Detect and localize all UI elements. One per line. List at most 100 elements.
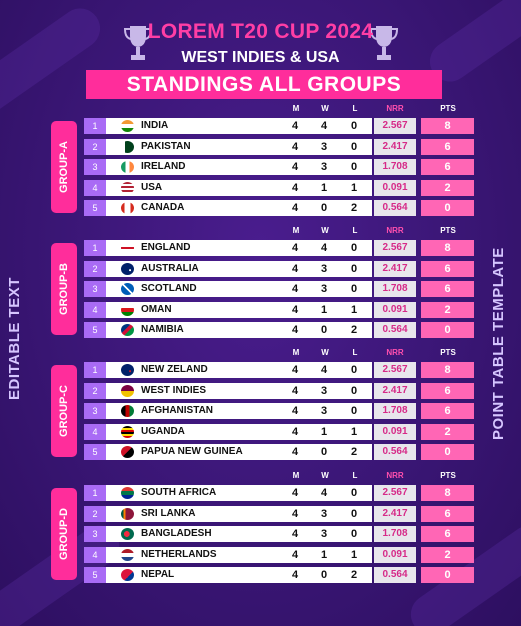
table-row: 5 NAMIBIA 4 0 2 0.564 0 bbox=[0, 322, 521, 339]
w-cell: 4 bbox=[320, 364, 328, 376]
team-cell: OMAN 4 1 1 bbox=[106, 301, 372, 318]
group-tab: GROUP-B bbox=[51, 243, 77, 335]
team-cell: BANGLADESH 4 3 0 bbox=[106, 526, 372, 543]
m-cell: 4 bbox=[291, 405, 299, 418]
nrr-cell: 0.564 bbox=[374, 200, 416, 217]
team-name: UGANDA bbox=[141, 425, 185, 437]
w-cell: 4 bbox=[320, 120, 328, 132]
rank-cell: 5 bbox=[84, 444, 106, 461]
column-header-nrr: NRR bbox=[386, 471, 404, 480]
team-cell: PAPUA NEW GUINEA 4 0 2 bbox=[106, 444, 372, 461]
team-name: OMAN bbox=[141, 303, 172, 315]
w-cell: 0 bbox=[320, 569, 328, 582]
nepal-flag-icon bbox=[121, 569, 134, 582]
pts-cell: 6 bbox=[421, 159, 474, 176]
rank-cell: 4 bbox=[84, 546, 106, 563]
nrr-cell: 0.091 bbox=[374, 301, 416, 318]
team-name: NAMIBIA bbox=[141, 324, 184, 336]
w-cell: 3 bbox=[320, 262, 328, 275]
m-cell: 4 bbox=[291, 242, 299, 254]
pts-cell: 2 bbox=[421, 423, 474, 440]
table-row: 2 WEST INDIES 4 3 0 2.417 6 bbox=[0, 382, 521, 399]
rank-cell: 3 bbox=[84, 281, 106, 298]
column-header-w: W bbox=[321, 226, 329, 235]
team-cell: SRI LANKA 4 3 0 bbox=[106, 505, 372, 522]
w-cell: 3 bbox=[320, 507, 328, 520]
nrr-cell: 0.564 bbox=[374, 567, 416, 584]
team-cell: USA 4 1 1 bbox=[106, 179, 372, 196]
trophy-icon bbox=[123, 26, 153, 60]
column-header-w: W bbox=[321, 471, 329, 480]
column-header-m: M bbox=[292, 226, 300, 235]
m-cell: 4 bbox=[291, 425, 299, 438]
rank-cell: 2 bbox=[84, 505, 106, 522]
rank-cell: 1 bbox=[84, 118, 106, 134]
team-cell: NAMIBIA 4 0 2 bbox=[106, 322, 372, 339]
nrr-cell: 2.567 bbox=[374, 362, 416, 378]
m-cell: 4 bbox=[291, 507, 299, 520]
l-cell: 0 bbox=[350, 384, 358, 397]
table-row: 3 IRELAND 4 3 0 1.708 6 bbox=[0, 159, 521, 176]
table-row: 2 SRI LANKA 4 3 0 2.417 6 bbox=[0, 505, 521, 522]
l-cell: 0 bbox=[350, 242, 358, 254]
team-name: AFGHANISTAN bbox=[141, 405, 214, 417]
india-flag-icon bbox=[121, 120, 134, 132]
new-zealand-flag-icon bbox=[121, 364, 134, 376]
l-cell: 0 bbox=[350, 528, 358, 541]
scotland-flag-icon bbox=[121, 283, 134, 296]
table-row: 1 SOUTH AFRICA 4 4 0 2.567 8 bbox=[0, 485, 521, 501]
table-row: 2 AUSTRALIA 4 3 0 2.417 6 bbox=[0, 260, 521, 277]
w-cell: 3 bbox=[320, 405, 328, 418]
rank-cell: 1 bbox=[84, 362, 106, 378]
rank-cell: 1 bbox=[84, 240, 106, 256]
column-header-l: L bbox=[352, 104, 358, 113]
table-row: 2 PAKISTAN 4 3 0 2.417 6 bbox=[0, 138, 521, 155]
rank-cell: 4 bbox=[84, 179, 106, 196]
column-header-pts: PTS bbox=[440, 471, 456, 480]
m-cell: 4 bbox=[291, 161, 299, 174]
rank-cell: 1 bbox=[84, 485, 106, 501]
w-cell: 1 bbox=[320, 303, 328, 316]
team-cell: ENGLAND 4 4 0 bbox=[106, 240, 372, 256]
nrr-cell: 2.567 bbox=[374, 485, 416, 501]
group-tab: GROUP-C bbox=[51, 365, 77, 457]
l-cell: 0 bbox=[350, 262, 358, 275]
pts-cell: 6 bbox=[421, 281, 474, 298]
table-row: 4 OMAN 4 1 1 0.091 2 bbox=[0, 301, 521, 318]
w-cell: 1 bbox=[320, 425, 328, 438]
table-row: 1 INDIA 4 4 0 2.567 8 bbox=[0, 118, 521, 134]
column-header-nrr: NRR bbox=[386, 348, 404, 357]
w-cell: 3 bbox=[320, 161, 328, 174]
header: LOREM T20 CUP 2024 WEST INDIES & USA bbox=[0, 20, 521, 67]
australia-flag-icon bbox=[121, 262, 134, 275]
column-header-nrr: NRR bbox=[386, 104, 404, 113]
pts-cell: 2 bbox=[421, 546, 474, 563]
nrr-cell: 1.708 bbox=[374, 281, 416, 298]
pts-cell: 2 bbox=[421, 179, 474, 196]
ireland-flag-icon bbox=[121, 161, 134, 174]
l-cell: 0 bbox=[350, 405, 358, 418]
nrr-cell: 1.708 bbox=[374, 159, 416, 176]
column-header-pts: PTS bbox=[440, 226, 456, 235]
l-cell: 0 bbox=[350, 283, 358, 296]
m-cell: 4 bbox=[291, 324, 299, 337]
m-cell: 4 bbox=[291, 528, 299, 541]
west-indies-flag-icon bbox=[121, 384, 134, 397]
team-cell: SCOTLAND 4 3 0 bbox=[106, 281, 372, 298]
table-row: 4 NETHERLANDS 4 1 1 0.091 2 bbox=[0, 546, 521, 563]
pakistan-flag-icon bbox=[121, 140, 134, 153]
m-cell: 4 bbox=[291, 202, 299, 215]
nrr-cell: 0.091 bbox=[374, 546, 416, 563]
team-name: NEPAL bbox=[141, 569, 175, 581]
column-header-m: M bbox=[292, 104, 300, 113]
rank-cell: 3 bbox=[84, 159, 106, 176]
table-row: 5 NEPAL 4 0 2 0.564 0 bbox=[0, 567, 521, 584]
w-cell: 3 bbox=[320, 384, 328, 397]
team-cell: NEPAL 4 0 2 bbox=[106, 567, 372, 584]
l-cell: 2 bbox=[350, 324, 358, 337]
pts-cell: 0 bbox=[421, 567, 474, 584]
team-cell: WEST INDIES 4 3 0 bbox=[106, 382, 372, 399]
column-header-pts: PTS bbox=[440, 348, 456, 357]
team-cell: NEW ZELAND 4 4 0 bbox=[106, 362, 372, 378]
